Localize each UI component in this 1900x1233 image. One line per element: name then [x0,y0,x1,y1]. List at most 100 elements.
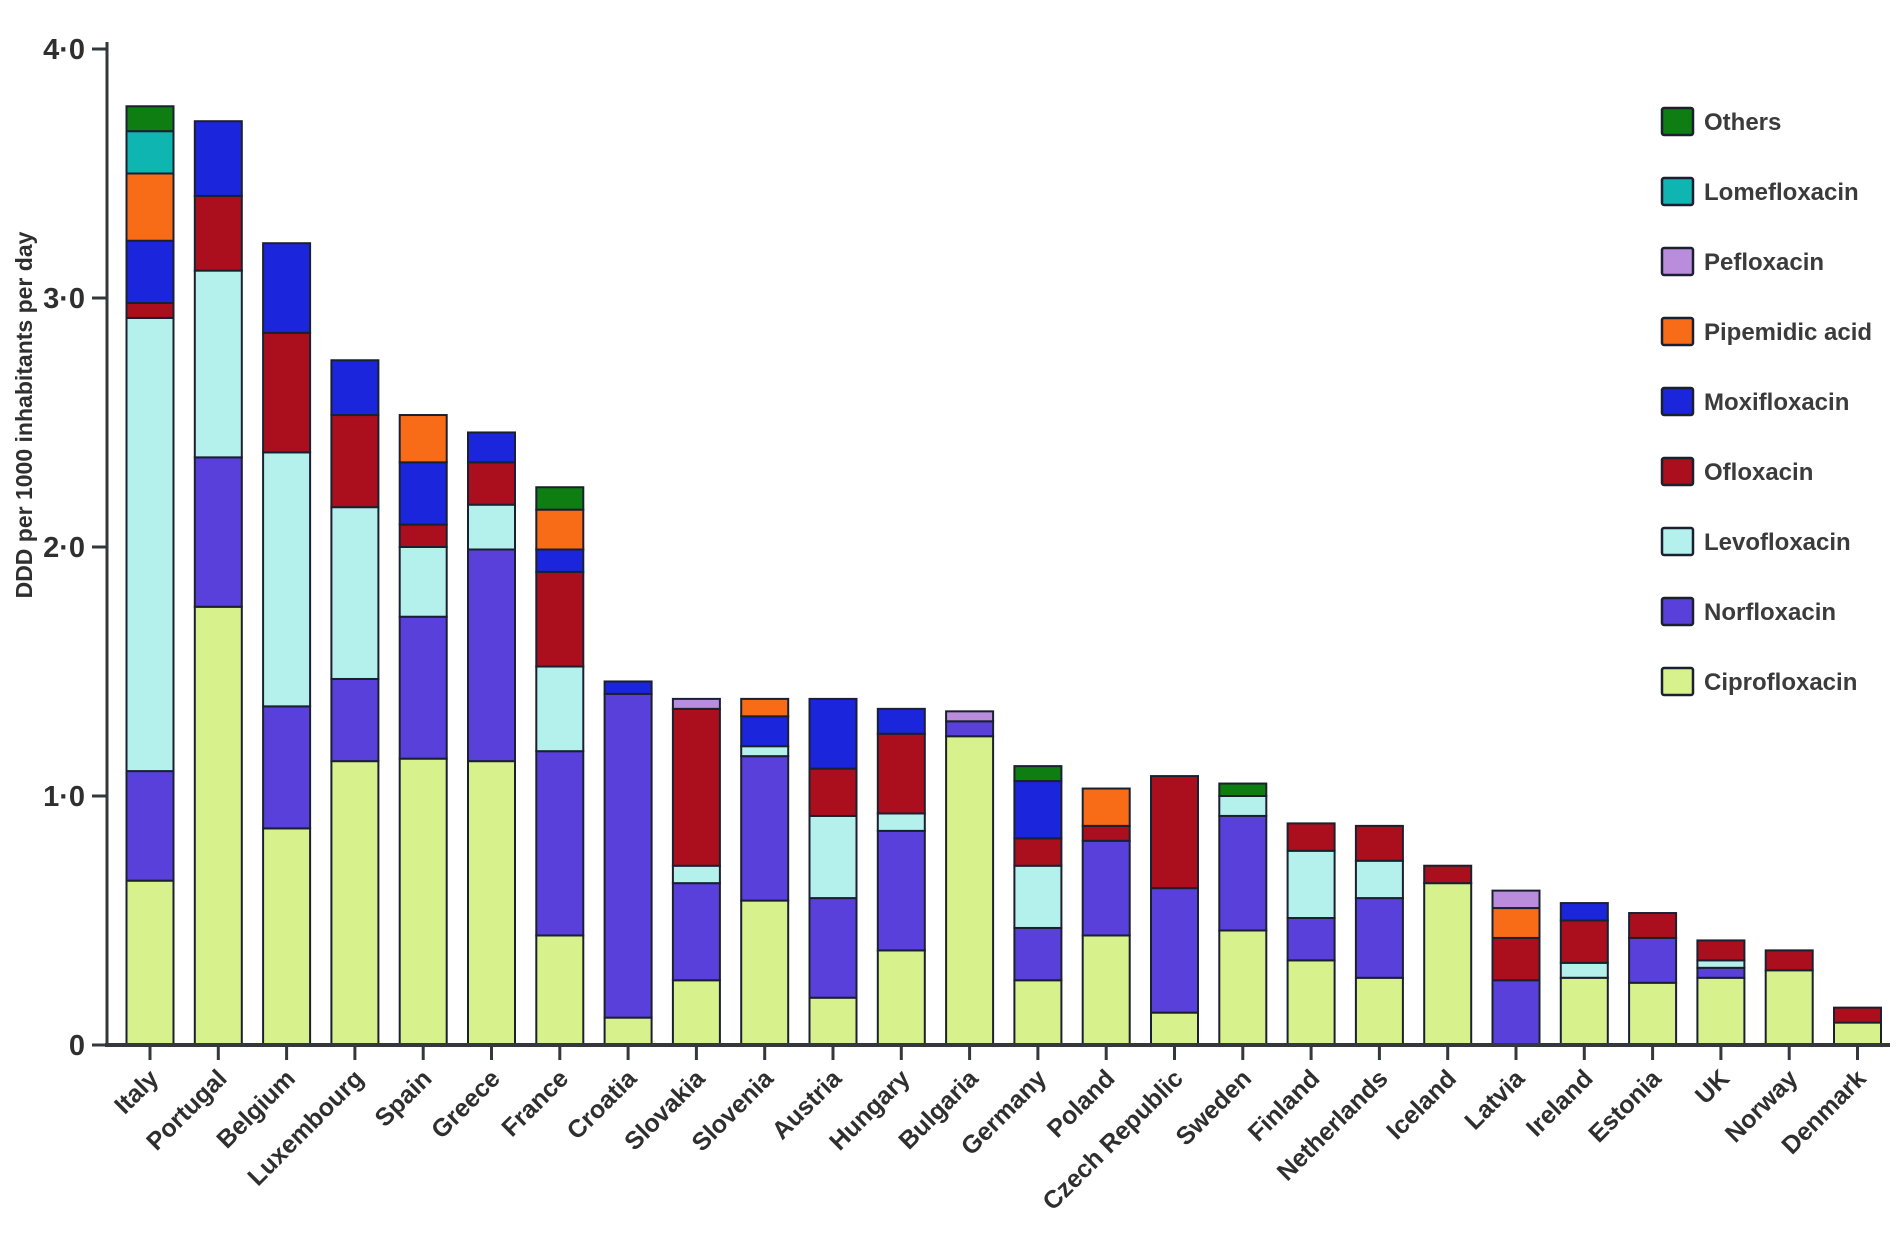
segment-france-others [535,486,585,511]
segment-uk-ofloxacin [1696,939,1746,962]
segment-italy-pipemidic-acid [125,172,175,242]
segment-portugal-ciprofloxacin [193,605,243,1046]
segment-italy-moxifloxacin [125,239,175,304]
segment-belgium-levofloxacin [262,451,312,708]
segment-slovenia-ciprofloxacin [740,899,790,1047]
segment-spain-ofloxacin [398,523,448,549]
segment-latvia-pipemidic-acid [1491,907,1541,939]
x-tick-label-latvia: Latvia [1459,1064,1531,1136]
segment-iceland-ofloxacin [1423,864,1473,885]
segment-portugal-moxifloxacin [193,120,243,197]
segment-hungary-ciprofloxacin [876,949,926,1047]
segment-slovenia-pipemidic-acid [740,697,790,718]
segment-estonia-ofloxacin [1628,912,1678,939]
x-tick-label-iceland: Iceland [1381,1064,1462,1145]
segment-spain-levofloxacin [398,546,448,618]
segment-estonia-ciprofloxacin [1628,981,1678,1046]
segment-finland-levofloxacin [1286,849,1336,920]
segment-italy-ciprofloxacin [125,879,175,1046]
segment-luxembourg-ofloxacin [330,414,380,509]
segment-poland-ciprofloxacin [1081,934,1131,1046]
segment-netherlands-ciprofloxacin [1354,976,1404,1047]
segment-france-ofloxacin [535,570,585,668]
segment-spain-moxifloxacin [398,461,448,526]
segment-greece-ciprofloxacin [467,760,516,1046]
segment-portugal-levofloxacin [193,269,243,459]
segment-slovakia-ciprofloxacin [671,979,721,1047]
segment-ireland-levofloxacin [1559,961,1609,979]
segment-iceland-ciprofloxacin [1423,882,1473,1047]
segment-germany-others [1013,765,1063,783]
segment-france-moxifloxacin [535,548,585,573]
segment-greece-norfloxacin [467,548,516,763]
segment-latvia-pefloxacin [1491,889,1541,910]
segment-finland-norfloxacin [1286,917,1336,962]
segment-italy-ofloxacin [125,301,175,319]
segment-netherlands-norfloxacin [1354,897,1404,979]
legend-swatch-pipemidic-acid [1660,316,1695,347]
x-tick-label-sweden: Sweden [1170,1064,1257,1151]
segment-ireland-ciprofloxacin [1559,976,1609,1047]
segment-germany-norfloxacin [1013,926,1063,982]
segment-sweden-others [1218,782,1268,797]
segment-latvia-norfloxacin [1491,979,1541,1047]
segment-ireland-moxifloxacin [1559,902,1609,922]
segment-slovakia-pefloxacin [671,697,721,710]
segment-hungary-norfloxacin [876,829,926,952]
x-tick-label-greece: Greece [426,1064,506,1144]
legend-label-pipemidic-acid: Pipemidic acid [1704,319,1872,346]
y-tick-label-0: 0 [69,1030,85,1062]
segment-hungary-levofloxacin [876,812,926,832]
legend-label-pefloxacin: Pefloxacin [1704,249,1824,276]
segment-spain-norfloxacin [398,615,448,760]
legend-swatch-levofloxacin [1660,526,1695,557]
segment-italy-levofloxacin [125,316,175,773]
segment-uk-ciprofloxacin [1696,976,1746,1047]
segment-portugal-ofloxacin [193,194,243,272]
segment-austria-ciprofloxacin [808,996,858,1047]
segment-netherlands-ofloxacin [1354,824,1404,862]
legend-swatch-ciprofloxacin [1660,666,1695,697]
legend-label-others: Others [1704,109,1781,136]
segment-italy-norfloxacin [125,770,175,882]
segment-hungary-moxifloxacin [876,707,926,735]
segment-sweden-norfloxacin [1218,814,1268,932]
segment-luxembourg-moxifloxacin [330,359,380,417]
segment-finland-ciprofloxacin [1286,959,1336,1047]
legend-swatch-moxifloxacin [1660,386,1695,417]
segment-portugal-norfloxacin [193,456,243,608]
legend-label-levofloxacin: Levofloxacin [1704,529,1851,556]
segment-ireland-ofloxacin [1559,919,1609,964]
segment-spain-ciprofloxacin [398,757,448,1047]
segment-czech-republic-norfloxacin [1150,887,1199,1014]
segment-croatia-ciprofloxacin [603,1016,653,1046]
segment-norway-ofloxacin [1764,949,1814,972]
y-tick-label-1·0: 1·0 [43,781,85,813]
segment-austria-norfloxacin [808,897,858,999]
segment-bulgaria-norfloxacin [945,720,995,738]
segment-luxembourg-ciprofloxacin [330,760,380,1046]
legend-label-lomefloxacin: Lomefloxacin [1704,179,1859,206]
segment-hungary-ofloxacin [876,732,926,815]
segment-italy-lomefloxacin [125,130,175,175]
legend-swatch-others [1660,106,1695,137]
segment-austria-ofloxacin [808,767,858,817]
segment-france-levofloxacin [535,665,585,753]
segment-uk-norfloxacin [1696,966,1746,979]
segment-belgium-moxifloxacin [262,242,312,334]
legend-label-moxifloxacin: Moxifloxacin [1704,389,1849,416]
x-tick-label-italy: Italy [109,1064,164,1119]
segment-bulgaria-pefloxacin [945,710,995,723]
segment-denmark-ciprofloxacin [1833,1021,1882,1047]
segment-finland-ofloxacin [1286,822,1336,852]
segment-france-ciprofloxacin [535,934,585,1046]
segment-norway-ciprofloxacin [1764,969,1814,1046]
segment-germany-ciprofloxacin [1013,979,1063,1047]
segment-austria-moxifloxacin [808,697,858,770]
segment-belgium-ciprofloxacin [262,827,312,1046]
segment-belgium-ofloxacin [262,331,312,454]
legend-swatch-pefloxacin [1660,246,1695,277]
segment-denmark-ofloxacin [1833,1006,1882,1024]
